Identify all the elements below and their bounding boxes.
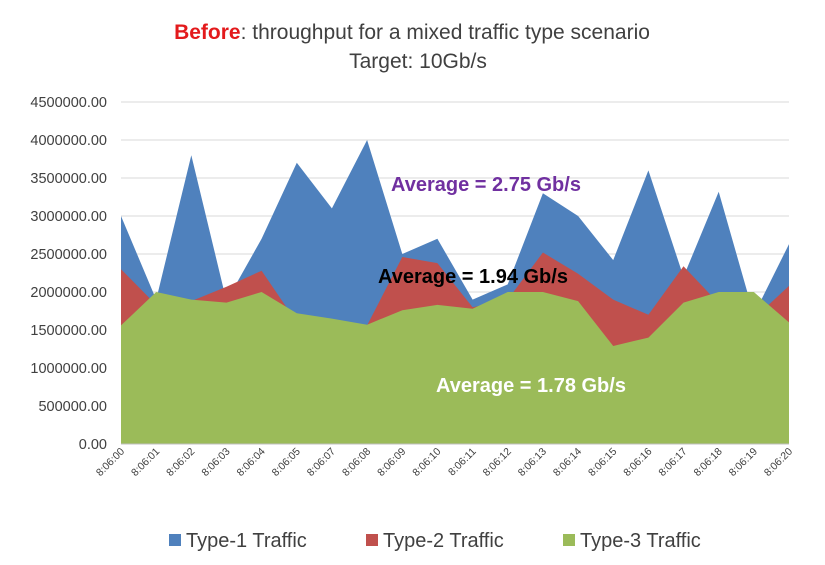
x-tick-label: 8:06:11	[446, 446, 479, 479]
annotation-average-1: Average = 2.75 Gb/s	[391, 174, 581, 196]
x-tick-label: 8:06:15	[586, 446, 619, 479]
x-tick-label: 8:06:05	[270, 446, 303, 479]
x-tick-label: 8:06:13	[516, 446, 549, 479]
y-tick-label: 0.00	[79, 437, 107, 453]
x-tick-label: 8:06:19	[727, 446, 760, 479]
y-tick-label: 3500000.00	[30, 171, 107, 187]
x-tick-label: 8:06:20	[762, 446, 795, 479]
y-tick-label: 4500000.00	[30, 95, 107, 111]
y-tick-label: 2000000.00	[30, 285, 107, 301]
annotation-average-3: Average = 1.78 Gb/s	[436, 375, 626, 397]
plot-areas	[121, 140, 789, 444]
annotation-average-2: Average = 1.94 Gb/s	[378, 266, 568, 288]
chart-title-before: Before	[174, 21, 241, 44]
x-tick-label: 8:06:07	[305, 446, 338, 479]
x-tick-label: 8:06:04	[234, 446, 267, 479]
y-tick-label: 3000000.00	[30, 209, 107, 225]
legend-label-1: Type-1 Traffic	[186, 530, 307, 552]
x-tick-label: 8:06:16	[621, 446, 654, 479]
chart-title: Before: throughput for a mixed traffic t…	[174, 21, 650, 44]
chart-title-rest: : throughput for a mixed traffic type sc…	[241, 21, 650, 44]
x-tick-label: 8:06:18	[692, 446, 725, 479]
legend-label-3: Type-3 Traffic	[580, 530, 701, 552]
legend-label-2: Type-2 Traffic	[383, 530, 504, 552]
chart-subtitle: Target: 10Gb/s	[349, 50, 487, 73]
x-tick-label: 8:06:09	[375, 446, 408, 479]
x-tick-label: 8:06:14	[551, 446, 584, 479]
annotations: Average = 2.75 Gb/s Average = 1.94 Gb/s Av…	[378, 174, 626, 397]
y-tick-label: 500000.00	[38, 399, 107, 415]
area-series-3	[121, 292, 789, 444]
x-tick-label: 8:06:01	[129, 446, 162, 479]
y-tick-label: 1000000.00	[30, 361, 107, 377]
x-tick-label: 8:06:10	[410, 446, 443, 479]
legend-swatch-3	[563, 534, 575, 546]
legend-swatch-1	[169, 534, 181, 546]
y-tick-label: 2500000.00	[30, 247, 107, 263]
legend-swatch-2	[366, 534, 378, 546]
x-tick-label: 8:06:17	[656, 446, 689, 479]
x-tick-label: 8:06:02	[164, 446, 197, 479]
y-tick-label: 1500000.00	[30, 323, 107, 339]
y-tick-label: 4000000.00	[30, 133, 107, 149]
x-tick-label: 8:06:03	[199, 446, 232, 479]
x-tick-label: 8:06:12	[481, 446, 514, 479]
x-tick-label: 8:06:08	[340, 446, 373, 479]
legend: Type-1 Traffic Type-2 Traffic Type-3 Traff…	[169, 530, 701, 552]
